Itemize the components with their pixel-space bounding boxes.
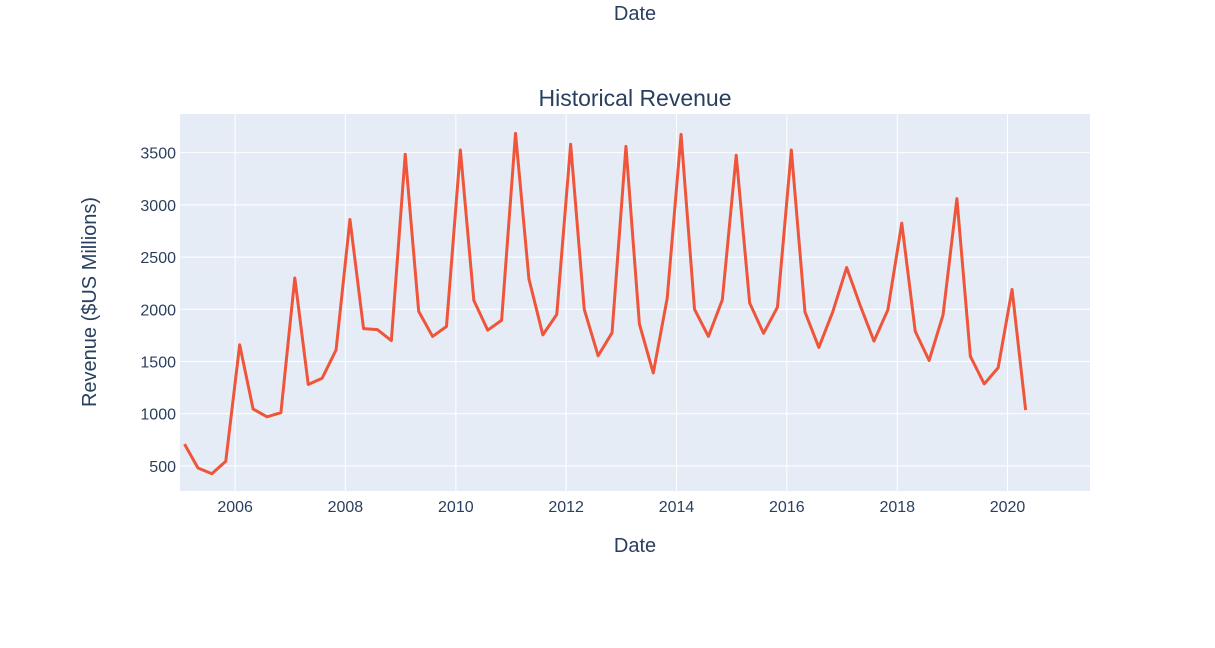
series-layer bbox=[183, 131, 1028, 476]
tick-labels: 500 1000 1500 2000 2500 3000 3500 2006 2008 2010 2… bbox=[140, 146, 1025, 516]
chart-title: Historical Revenue bbox=[538, 85, 731, 111]
x-tick-label: 2006 bbox=[217, 499, 253, 516]
x-tick-label: 2018 bbox=[879, 499, 915, 516]
y-tick-label: 1500 bbox=[140, 355, 176, 372]
x-tick-label: 2008 bbox=[328, 499, 364, 516]
y-tick-label: 1000 bbox=[140, 407, 176, 424]
y-axis-title: Revenue ($US Millions) bbox=[79, 197, 101, 407]
x-tick-label: 2010 bbox=[438, 499, 474, 516]
x-axis-title: Date bbox=[614, 535, 656, 557]
y-tick-label: 2500 bbox=[140, 250, 176, 267]
top-axis-title: Date bbox=[614, 3, 656, 25]
x-tick-label: 2014 bbox=[659, 499, 695, 516]
x-tick-label: 2012 bbox=[548, 499, 584, 516]
plot-area bbox=[180, 114, 1090, 491]
y-tick-label: 3500 bbox=[140, 146, 176, 163]
y-tick-label: 3000 bbox=[140, 198, 176, 215]
y-tick-label: 2000 bbox=[140, 302, 176, 319]
x-tick-label: 2020 bbox=[990, 499, 1026, 516]
y-tick-label: 500 bbox=[149, 459, 176, 476]
revenue-series-line bbox=[183, 131, 1028, 476]
x-tick-label: 2016 bbox=[769, 499, 805, 516]
